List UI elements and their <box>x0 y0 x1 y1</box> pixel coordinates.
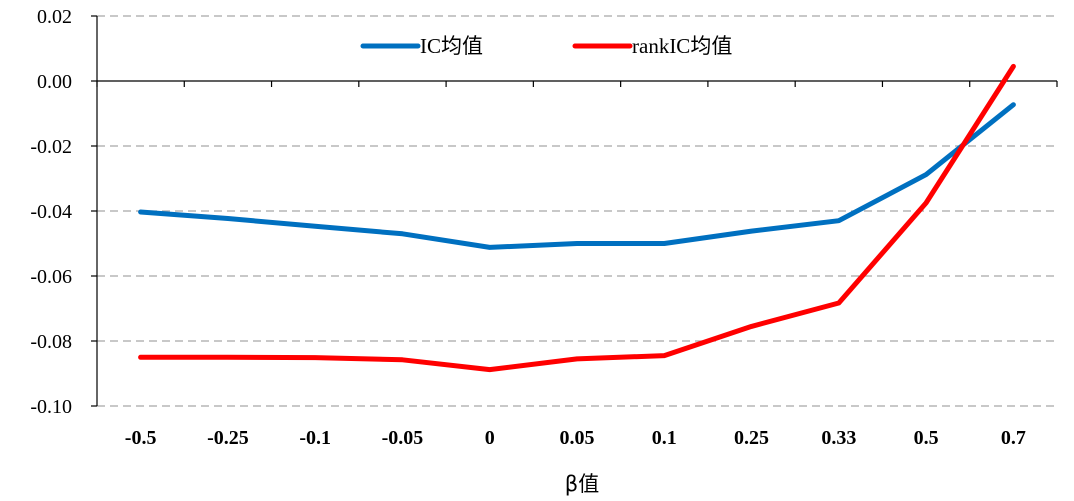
grid-lines <box>97 15 1057 407</box>
x-tick-label: 0.33 <box>821 427 856 449</box>
y-tick-label: -0.02 <box>30 136 72 158</box>
axes <box>91 15 1058 407</box>
x-tick-label: -0.05 <box>382 427 424 449</box>
x-tick-label: 0.7 <box>1001 427 1026 449</box>
y-tick-label: 0.02 <box>37 6 72 28</box>
y-tick-label: -0.04 <box>30 201 72 223</box>
x-tick-label: 0.05 <box>560 427 595 449</box>
y-axis-ticks: 0.02 0.00 -0.02 -0.04 -0.06 -0.08 -0.10 <box>30 6 72 418</box>
y-tick-label: -0.06 <box>30 266 72 288</box>
x-tick-label: 0 <box>485 427 495 449</box>
series-line-ic <box>138 102 1016 250</box>
y-tick-label: 0.00 <box>37 71 72 93</box>
y-tick-label: -0.08 <box>30 331 72 353</box>
x-tick-label: 0.5 <box>914 427 939 449</box>
legend-label-rankic: rankIC均值 <box>632 34 732 58</box>
x-tick-label: -0.1 <box>299 427 331 449</box>
x-axis-ticks: -0.5 -0.25 -0.1 -0.05 0 0.05 0.1 0.25 0.33 0.5 0.7 <box>125 427 1026 449</box>
legend: IC均值 rankIC均值 <box>360 34 732 58</box>
x-tick-label: -0.5 <box>125 427 157 449</box>
series-lines <box>138 63 1016 373</box>
y-tick-label: -0.10 <box>30 396 72 418</box>
x-tick-label: 0.25 <box>734 427 769 449</box>
legend-label-ic: IC均值 <box>420 34 483 58</box>
series-line-rankic <box>138 63 1016 373</box>
x-tick-label: 0.1 <box>652 427 677 449</box>
x-tick-label: -0.25 <box>207 427 249 449</box>
x-axis-title: β值 <box>565 472 599 496</box>
